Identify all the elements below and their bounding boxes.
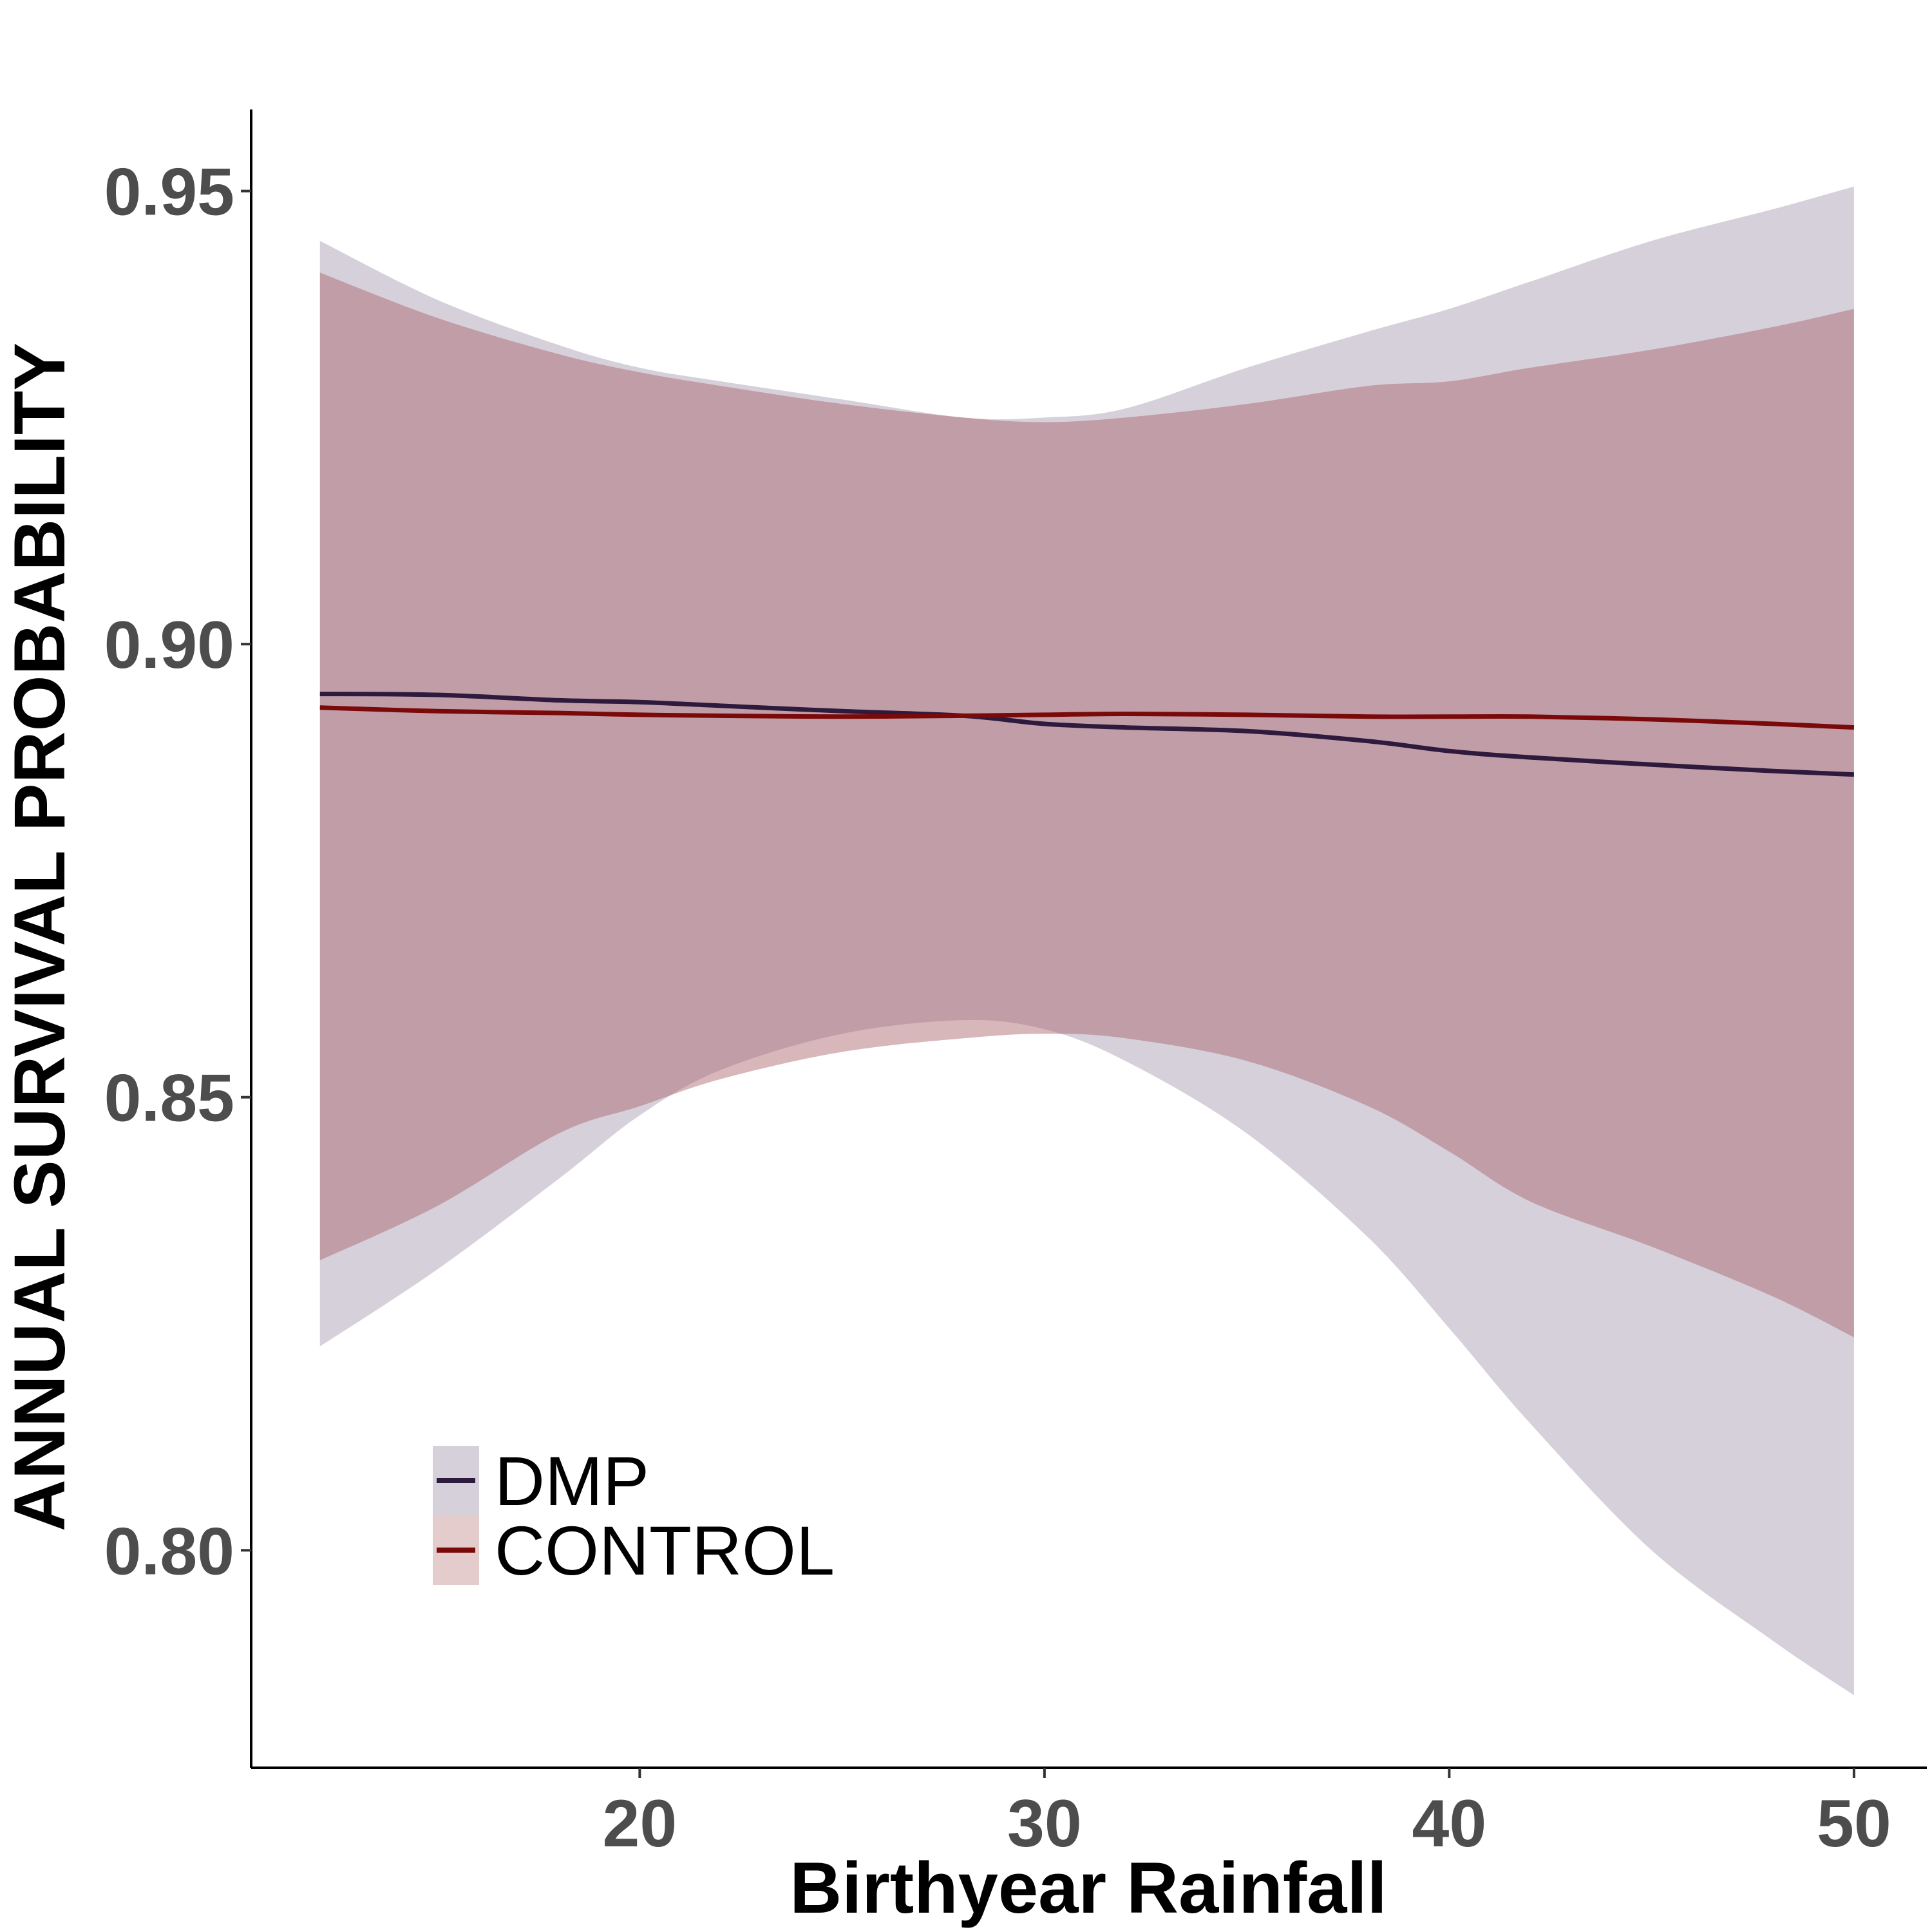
- series-lines: [319, 692, 1855, 777]
- dmp-confidence-ribbon: [319, 186, 1854, 1696]
- control-confidence-ribbon: [319, 272, 1854, 1338]
- dmp-legend-label: DMP: [495, 1442, 649, 1520]
- control-legend-label: CONTROL: [495, 1511, 835, 1589]
- confidence-ribbons: [319, 186, 1854, 1696]
- y-tick-label: 0.85: [104, 1061, 234, 1136]
- control-line: [319, 705, 1855, 730]
- x-tick-label: 40: [1412, 1786, 1487, 1861]
- x-tick-label: 20: [603, 1786, 677, 1861]
- y-axis-title: ANNUAL SURVIVAL PROBABILITY: [0, 343, 80, 1531]
- x-axis-title: Birthyear Rainfall: [790, 1848, 1387, 1928]
- dmp-line: [319, 692, 1855, 777]
- y-tick-label: 0.95: [104, 155, 234, 230]
- x-ticks: 20 30 40 50: [603, 1768, 1891, 1861]
- x-tick-label: 50: [1817, 1786, 1891, 1861]
- y-ticks: 0.80 0.85 0.90 0.95: [104, 155, 251, 1589]
- x-tick-label: 30: [1007, 1786, 1082, 1861]
- axes: [250, 109, 1927, 1769]
- y-tick-label: 0.90: [104, 608, 234, 683]
- y-tick-label: 0.80: [104, 1514, 234, 1589]
